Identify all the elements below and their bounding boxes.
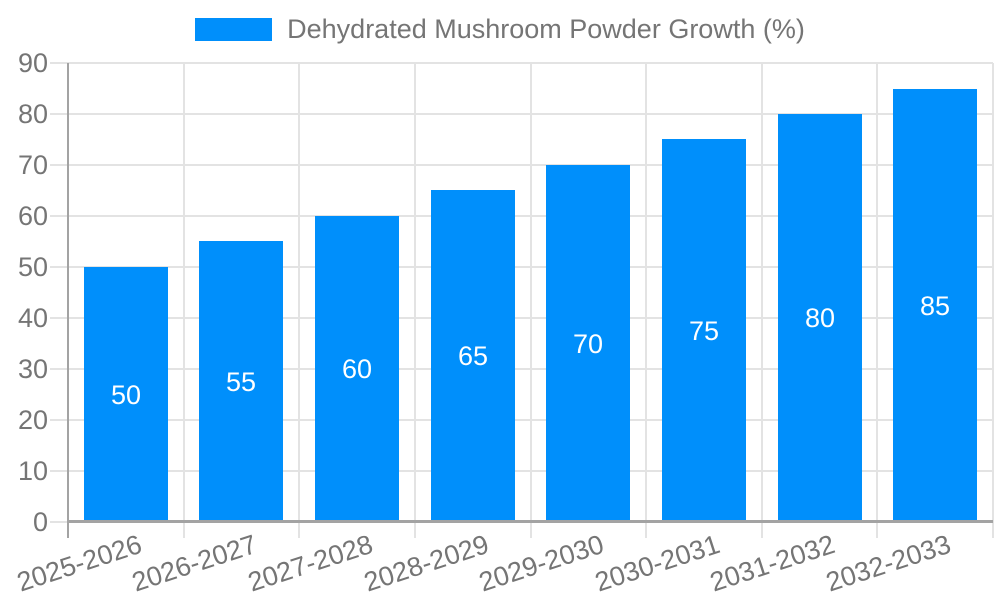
bar[interactable]: 70 <box>546 165 630 522</box>
y-tick-label: 90 <box>17 48 48 78</box>
x-tick-label: 2025-2026 <box>13 529 146 598</box>
bar[interactable]: 55 <box>199 241 283 522</box>
x-tick-label: 2030-2031 <box>591 529 724 598</box>
y-gridline <box>50 215 993 217</box>
y-gridline <box>50 164 993 166</box>
y-axis-line <box>67 63 69 538</box>
y-tick-label: 50 <box>17 252 48 282</box>
y-tick-label: 20 <box>17 405 48 435</box>
y-tick-label: 60 <box>17 201 48 231</box>
y-tick-label: 0 <box>32 507 48 537</box>
y-tick-label: 70 <box>17 150 48 180</box>
legend[interactable]: Dehydrated Mushroom Powder Growth (%) <box>0 14 1000 45</box>
bar[interactable]: 75 <box>662 139 746 522</box>
bar[interactable]: 60 <box>315 216 399 522</box>
y-tick-label: 40 <box>17 303 48 333</box>
bar-value-label: 60 <box>341 354 373 384</box>
x-gridline <box>182 63 185 538</box>
y-tick-label: 30 <box>17 354 48 384</box>
x-tick-label: 2031-2032 <box>706 529 839 598</box>
x-gridline <box>645 63 648 538</box>
bar-value-label: 75 <box>688 315 720 346</box>
bar[interactable]: 85 <box>893 89 977 522</box>
x-tick-label: 2027-2028 <box>244 529 377 598</box>
x-gridline <box>992 63 994 538</box>
bar[interactable]: 80 <box>778 114 862 522</box>
legend-swatch <box>195 18 273 41</box>
y-gridline <box>50 419 993 421</box>
bar-value-label: 80 <box>804 303 836 333</box>
y-gridline <box>50 266 993 268</box>
bar-value-label: 65 <box>457 341 489 371</box>
y-gridline <box>50 368 993 370</box>
x-gridline <box>876 63 879 538</box>
y-tick-label: 10 <box>17 456 48 486</box>
x-axis-line <box>68 520 993 523</box>
y-tick-label: 80 <box>17 99 48 129</box>
x-tick-label: 2028-2029 <box>359 529 492 598</box>
bar[interactable]: 65 <box>431 190 515 522</box>
y-gridline <box>50 62 993 64</box>
y-gridline <box>50 113 993 115</box>
x-gridline <box>529 63 532 538</box>
x-gridline <box>413 63 416 538</box>
bar-value-label: 55 <box>225 366 257 397</box>
bar[interactable]: 50 <box>84 267 168 522</box>
x-tick-label: 2029-2030 <box>475 529 608 598</box>
x-tick-label: 2032-2033 <box>822 529 955 598</box>
y-gridline <box>50 470 993 472</box>
x-gridline <box>298 63 301 538</box>
legend-label: Dehydrated Mushroom Powder Growth (%) <box>287 14 805 44</box>
x-tick-label: 2026-2027 <box>128 529 261 598</box>
bar-value-label: 50 <box>110 379 142 410</box>
x-gridline <box>760 63 763 538</box>
bar-value-label: 85 <box>919 290 951 321</box>
y-gridline <box>50 317 993 319</box>
bar-value-label: 70 <box>572 328 604 359</box>
